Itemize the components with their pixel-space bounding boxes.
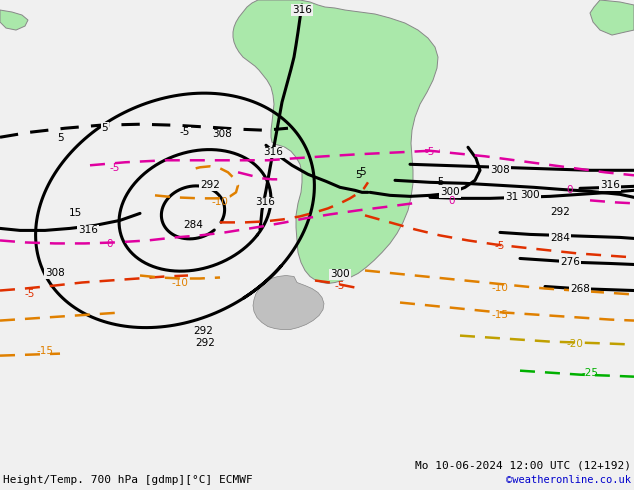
Text: -5: -5 <box>425 147 435 157</box>
Text: 5: 5 <box>359 167 366 177</box>
Text: 0: 0 <box>567 185 573 196</box>
Text: 316: 316 <box>600 180 620 190</box>
Text: 5: 5 <box>354 171 361 180</box>
Polygon shape <box>0 10 28 30</box>
Text: 308: 308 <box>490 165 510 175</box>
Text: -10: -10 <box>212 197 228 207</box>
Text: -5: -5 <box>180 127 190 137</box>
Text: 300: 300 <box>440 187 460 197</box>
Text: 284: 284 <box>550 233 570 244</box>
Text: 5: 5 <box>101 123 108 133</box>
Text: 308: 308 <box>212 129 232 139</box>
Text: -10: -10 <box>491 283 508 293</box>
Text: 5: 5 <box>56 133 63 143</box>
Text: 316: 316 <box>292 5 312 15</box>
Text: 316: 316 <box>255 197 275 207</box>
Text: 15: 15 <box>68 208 82 219</box>
Text: -10: -10 <box>172 277 188 288</box>
Polygon shape <box>233 0 438 284</box>
Text: 0: 0 <box>107 240 113 249</box>
Text: 284: 284 <box>183 220 203 230</box>
Text: -20: -20 <box>567 339 583 348</box>
Text: ©weatheronline.co.uk: ©weatheronline.co.uk <box>506 475 631 485</box>
Text: 316: 316 <box>263 147 283 157</box>
Text: -15: -15 <box>491 310 508 319</box>
Text: Mo 10-06-2024 12:00 UTC (12+192): Mo 10-06-2024 12:00 UTC (12+192) <box>415 461 631 470</box>
Text: 300: 300 <box>330 270 350 279</box>
Text: 292: 292 <box>550 207 570 218</box>
Text: -5: -5 <box>435 177 445 187</box>
Text: 276: 276 <box>560 257 580 268</box>
Text: -25: -25 <box>581 368 598 378</box>
Text: -5: -5 <box>110 163 120 173</box>
Polygon shape <box>590 0 634 35</box>
Text: 292: 292 <box>193 325 213 336</box>
Text: 316: 316 <box>78 225 98 235</box>
Text: -5: -5 <box>495 242 505 251</box>
Text: -5: -5 <box>335 280 345 291</box>
Text: 300: 300 <box>520 190 540 200</box>
Text: Height/Temp. 700 hPa [gdmp][°C] ECMWF: Height/Temp. 700 hPa [gdmp][°C] ECMWF <box>3 475 253 485</box>
Text: -15: -15 <box>37 345 53 356</box>
Text: 292: 292 <box>195 338 215 347</box>
Text: 316: 316 <box>505 193 525 202</box>
Text: 0: 0 <box>449 196 455 206</box>
Polygon shape <box>253 275 324 330</box>
Text: 292: 292 <box>200 180 220 190</box>
Text: -5: -5 <box>25 289 36 298</box>
Text: 268: 268 <box>570 284 590 294</box>
Text: 308: 308 <box>45 269 65 278</box>
